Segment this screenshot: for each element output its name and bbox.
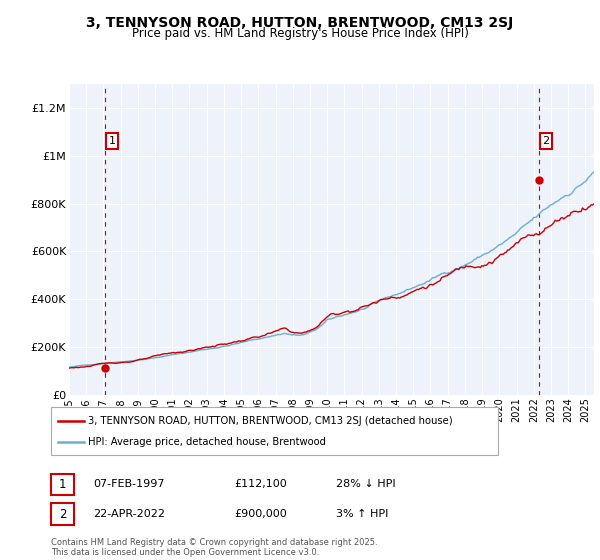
Text: 28% ↓ HPI: 28% ↓ HPI — [336, 479, 395, 489]
Text: 07-FEB-1997: 07-FEB-1997 — [93, 479, 164, 489]
Text: 1: 1 — [109, 136, 116, 146]
Text: Contains HM Land Registry data © Crown copyright and database right 2025.
This d: Contains HM Land Registry data © Crown c… — [51, 538, 377, 557]
Text: 2: 2 — [542, 136, 550, 146]
Text: 3, TENNYSON ROAD, HUTTON, BRENTWOOD, CM13 2SJ (detached house): 3, TENNYSON ROAD, HUTTON, BRENTWOOD, CM1… — [88, 416, 453, 426]
Text: 22-APR-2022: 22-APR-2022 — [93, 509, 165, 519]
Text: £900,000: £900,000 — [234, 509, 287, 519]
Text: 2: 2 — [59, 507, 66, 521]
Text: HPI: Average price, detached house, Brentwood: HPI: Average price, detached house, Bren… — [88, 437, 326, 447]
Text: 3, TENNYSON ROAD, HUTTON, BRENTWOOD, CM13 2SJ: 3, TENNYSON ROAD, HUTTON, BRENTWOOD, CM1… — [86, 16, 514, 30]
Text: £112,100: £112,100 — [234, 479, 287, 489]
Text: 1: 1 — [59, 478, 66, 491]
Text: 3% ↑ HPI: 3% ↑ HPI — [336, 509, 388, 519]
Text: Price paid vs. HM Land Registry's House Price Index (HPI): Price paid vs. HM Land Registry's House … — [131, 27, 469, 40]
